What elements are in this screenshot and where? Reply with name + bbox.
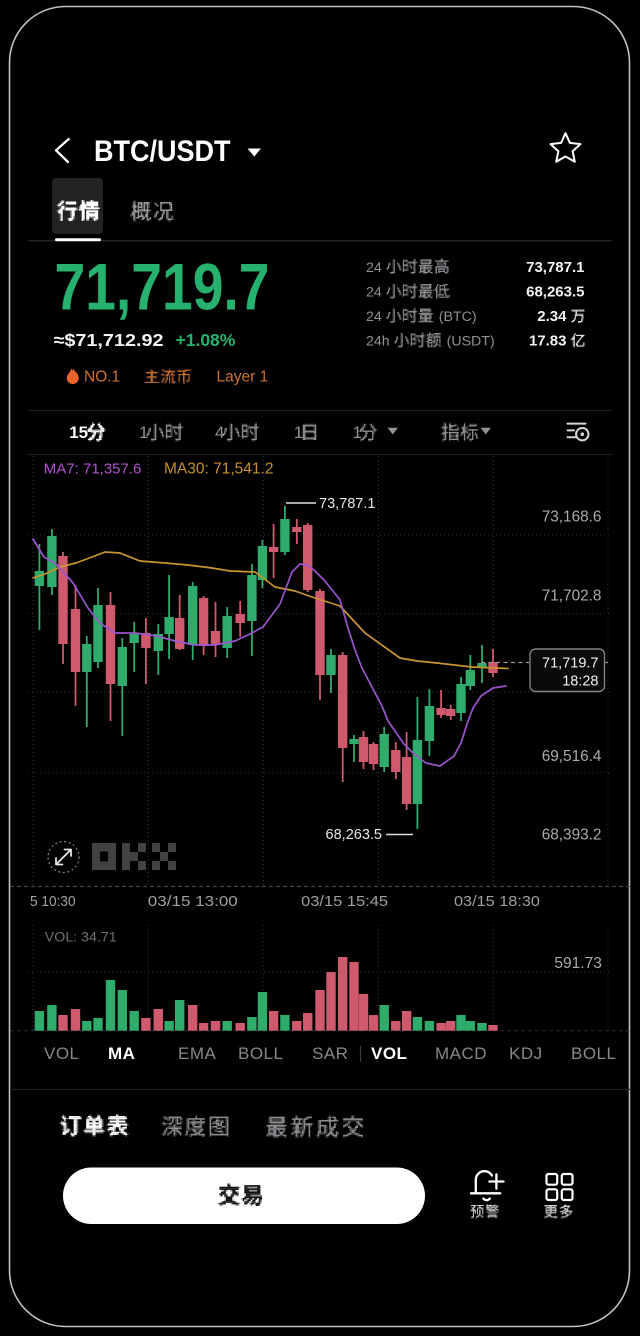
svg-text:+1.08%: +1.08% [176,330,236,350]
svg-text:71,702.8: 71,702.8 [542,588,602,605]
svg-text:1: 1 [139,423,148,442]
svg-text:68,393.2: 68,393.2 [542,827,602,844]
svg-text:71,719.7: 71,719.7 [55,250,270,324]
svg-text:03/15 13:00: 03/15 13:00 [148,893,238,910]
svg-text:MA7: 71,357.6: MA7: 71,357.6 [44,461,142,478]
svg-text:4: 4 [215,423,224,442]
svg-text:KDJ: KDJ [509,1044,543,1063]
svg-text:NO.1: NO.1 [84,369,120,386]
svg-text:73,787.1: 73,787.1 [526,259,584,276]
svg-text:1: 1 [353,423,362,442]
svg-text:17.83: 17.83 [529,333,567,350]
svg-text:24: 24 [366,260,382,276]
svg-text:BTC/USDT: BTC/USDT [94,135,231,168]
svg-text:SAR: SAR [312,1044,348,1063]
svg-text:73,168.6: 73,168.6 [542,509,602,526]
svg-text:EMA: EMA [178,1044,217,1063]
svg-text:BOLL: BOLL [571,1044,616,1063]
svg-text:MACD: MACD [435,1044,487,1063]
svg-text:5 10:30: 5 10:30 [30,893,76,910]
svg-text:03/15 18:30: 03/15 18:30 [454,893,540,910]
svg-text:03/15 15:45: 03/15 15:45 [301,893,388,910]
svg-text:71,719.7: 71,719.7 [542,656,598,672]
svg-text:24: 24 [366,285,382,301]
svg-text:BOLL: BOLL [238,1044,283,1063]
svg-text:591.73: 591.73 [554,955,602,972]
svg-text:18:28: 18:28 [562,674,598,690]
svg-text:1: 1 [294,423,303,442]
svg-text:24: 24 [366,309,382,325]
svg-text:69,516.4: 69,516.4 [542,748,602,765]
svg-text:(USDT): (USDT) [447,334,495,350]
svg-text:68,263.5: 68,263.5 [326,827,382,843]
svg-text:(BTC): (BTC) [439,309,477,325]
svg-text:VOL: VOL [44,1044,80,1063]
svg-text:MA30: 71,541.2: MA30: 71,541.2 [164,461,273,478]
svg-text:Layer 1: Layer 1 [217,369,269,386]
svg-text:MA: MA [108,1044,135,1063]
svg-text:24h: 24h [366,334,390,350]
svg-text:68,263.5: 68,263.5 [526,284,584,301]
svg-text:VOL: VOL [371,1044,407,1063]
svg-text:2.34: 2.34 [537,308,567,325]
svg-text:VOL: 34.71: VOL: 34.71 [45,929,117,945]
svg-text:15: 15 [69,423,88,442]
svg-text:≈$71,712.92: ≈$71,712.92 [54,330,164,350]
svg-text:73,787.1: 73,787.1 [319,496,375,512]
